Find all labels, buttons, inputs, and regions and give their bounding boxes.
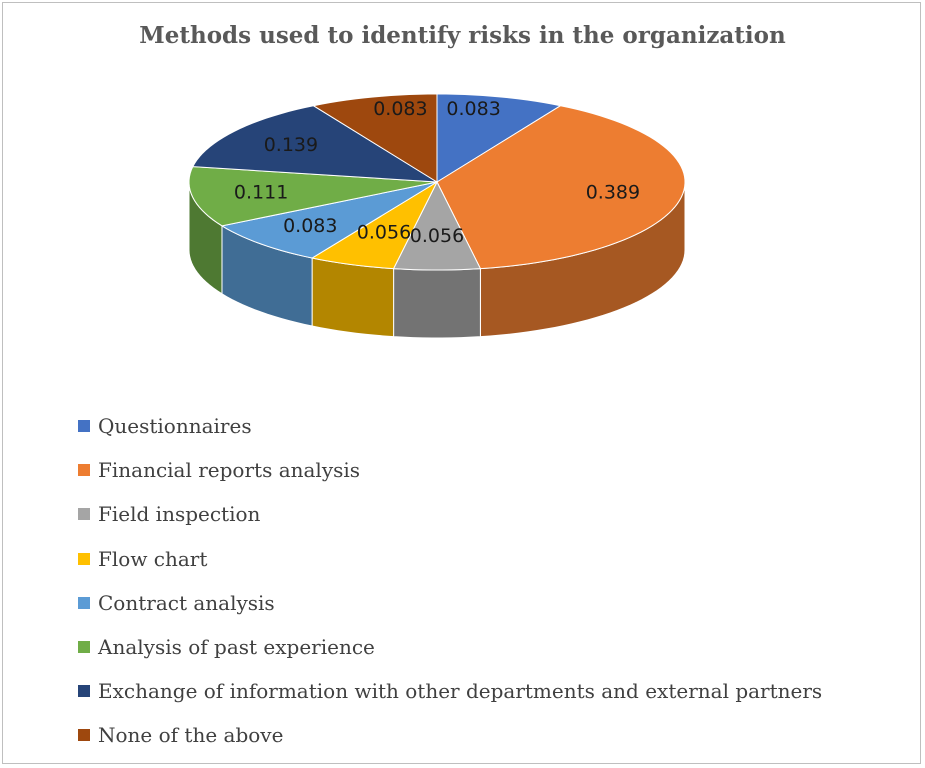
pie-slice-3	[392, 180, 482, 271]
legend-swatch	[78, 464, 90, 477]
legend-swatch	[78, 596, 90, 609]
pie-slice-2	[436, 105, 686, 270]
legend-swatch	[78, 420, 90, 433]
data-label-7: 0.139	[264, 134, 318, 156]
legend-item-3: Field inspection	[78, 492, 822, 536]
legend-label: Exchange of information with other depar…	[98, 679, 823, 704]
legend-label: Analysis of past experience	[98, 635, 375, 660]
legend: Questionnaires Financial reports analysis…	[78, 404, 822, 758]
legend-swatch	[78, 641, 90, 654]
legend-item-7: Exchange of information with other depar…	[78, 669, 822, 713]
legend-label: Financial reports analysis	[98, 458, 361, 483]
pie-slice-side-4	[311, 257, 395, 338]
pie-slice-8	[312, 93, 438, 183]
legend-item-6: Analysis of past experience	[78, 625, 822, 669]
pie-slice-side-3	[393, 268, 481, 339]
chart-title: Methods used to identify risks in the or…	[139, 22, 786, 49]
data-label-8: 0.083	[373, 98, 427, 120]
pie-slice-4	[310, 180, 439, 270]
pie-slice-6	[188, 166, 438, 227]
pie-slice-1	[436, 93, 562, 183]
legend-item-4: Flow chart	[78, 537, 822, 581]
legend-item-8: None of the above	[78, 713, 822, 757]
legend-label: Questionnaires	[98, 414, 252, 439]
legend-label: Contract analysis	[98, 590, 275, 615]
data-label-6: 0.111	[234, 181, 288, 203]
legend-item-5: Contract analysis	[78, 581, 822, 625]
pie-slice-5	[220, 181, 438, 259]
legend-item-2: Financial reports analysis	[78, 448, 822, 492]
data-label-4: 0.056	[357, 222, 411, 244]
legend-item-1: Questionnaires	[78, 404, 822, 448]
pie-slice-7	[192, 105, 438, 183]
legend-label: None of the above	[98, 723, 284, 748]
data-label-2: 0.389	[586, 181, 640, 203]
data-label-1: 0.083	[446, 98, 500, 120]
legend-label: Flow chart	[98, 546, 208, 571]
legend-swatch	[78, 552, 90, 565]
legend-swatch	[78, 508, 90, 521]
data-label-5: 0.083	[283, 215, 337, 237]
legend-swatch	[78, 685, 90, 698]
data-label-3: 0.056	[410, 225, 464, 247]
legend-label: Field inspection	[98, 502, 261, 527]
legend-swatch	[78, 729, 90, 742]
